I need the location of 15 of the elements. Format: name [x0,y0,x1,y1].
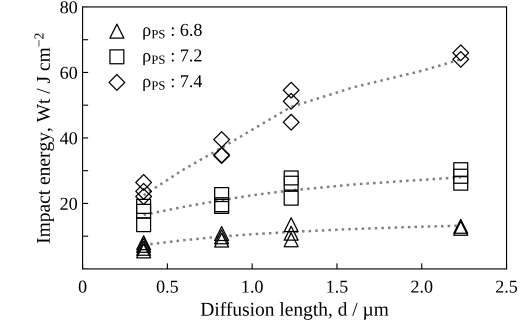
legend-label: ρ$_{PS}$ : 7.2 [143,49,202,66]
x-axis-title: Diffusion length, d / µm [200,302,389,320]
y-axis-title: Impact energy, Wt / J cm$^{−2}$ [34,33,54,244]
legend-label: ρ$_{PS}$ : 6.8 [143,24,202,40]
x-tick-label: 2.5 [496,280,518,293]
x-tick-label: 0.5 [156,280,178,293]
y-tick-label: 60 [60,66,78,79]
x-tick-label: 2.0 [411,280,432,293]
x-tick-label: 1.0 [242,280,263,293]
legend-label: ρ$_{PS}$ : 7.4 [143,75,202,91]
y-tick-label: 80 [60,1,78,14]
x-tick-label: 1.5 [327,280,348,293]
y-tick-label: 40 [60,132,78,144]
x-tick-label: 0 [78,280,86,293]
y-tick-label: 20 [60,198,78,210]
